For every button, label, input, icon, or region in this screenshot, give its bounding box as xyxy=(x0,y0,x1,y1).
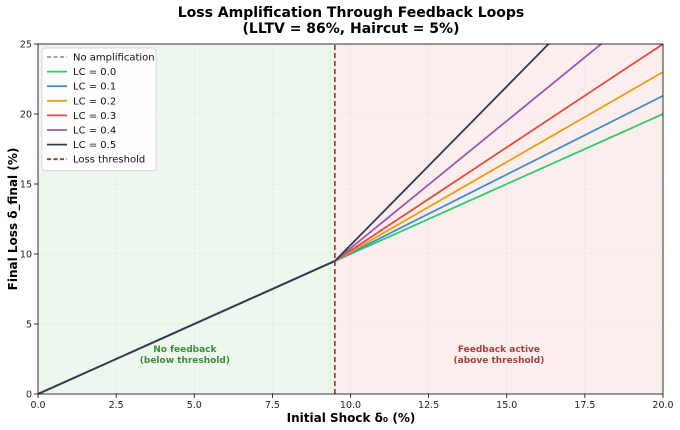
series-lines xyxy=(38,44,663,394)
y-axis-label: Final Loss δ_final (%) xyxy=(6,148,21,291)
y-tick-label: 25 xyxy=(20,40,32,51)
legend-label-lc-0-0: LC = 0.0 xyxy=(73,67,116,78)
x-tick-label: 15.0 xyxy=(496,400,517,411)
region-label-line: Feedback active xyxy=(458,345,540,355)
x-tick-label: 7.5 xyxy=(265,400,280,411)
x-axis-label: Initial Shock δ₀ (%) xyxy=(287,411,416,425)
x-tick-label: 17.5 xyxy=(574,400,595,411)
chart-subtitle: (LLTV = 86%, Haircut = 5%) xyxy=(243,21,460,37)
x-tick-label: 0.0 xyxy=(30,400,45,411)
x-axis-ticks: 0.0 2.5 5.0 7.5 10.0 12.5 15.0 17.5 20.0 xyxy=(30,394,674,411)
legend-label-lc-0-3: LC = 0.3 xyxy=(73,111,116,122)
region-label-feedback-active: Feedback active (above threshold) xyxy=(454,345,545,366)
legend-label-loss-threshold: Loss threshold xyxy=(73,155,145,166)
region-label-line: (above threshold) xyxy=(454,356,545,366)
region-label-line: (below threshold) xyxy=(140,356,230,366)
legend-label-lc-0-4: LC = 0.4 xyxy=(73,126,116,137)
y-tick-label: 20 xyxy=(20,110,32,121)
x-tick-label: 12.5 xyxy=(418,400,439,411)
legend-label-no-amplification: No amplification xyxy=(73,53,155,64)
x-tick-label: 10.0 xyxy=(340,400,361,411)
y-tick-label: 5 xyxy=(26,320,32,331)
y-tick-label: 0 xyxy=(26,390,32,401)
legend-label-lc-0-5: LC = 0.5 xyxy=(73,140,116,151)
x-tick-label: 5.0 xyxy=(187,400,202,411)
legend: No amplification LC = 0.0 LC = 0.1 LC = 0.2… xyxy=(41,47,157,172)
legend-box xyxy=(41,47,157,172)
region-annotations: No feedback (below threshold) Feedback act… xyxy=(140,345,545,366)
shaded-regions xyxy=(38,44,663,394)
legend-label-lc-0-2: LC = 0.2 xyxy=(73,96,116,107)
x-tick-label: 20.0 xyxy=(652,400,673,411)
chart-title: Loss Amplification Through Feedback Loop… xyxy=(178,5,525,21)
y-axis-ticks: 0 5 10 15 20 25 xyxy=(20,40,38,401)
x-tick-label: 2.5 xyxy=(109,400,124,411)
region-feedback-active xyxy=(334,44,663,394)
y-tick-label: 15 xyxy=(20,180,32,191)
region-label-no-feedback: No feedback (below threshold) xyxy=(140,345,230,366)
region-label-line: No feedback xyxy=(153,345,217,355)
legend-label-lc-0-1: LC = 0.1 xyxy=(73,82,116,93)
y-tick-label: 10 xyxy=(20,250,32,261)
